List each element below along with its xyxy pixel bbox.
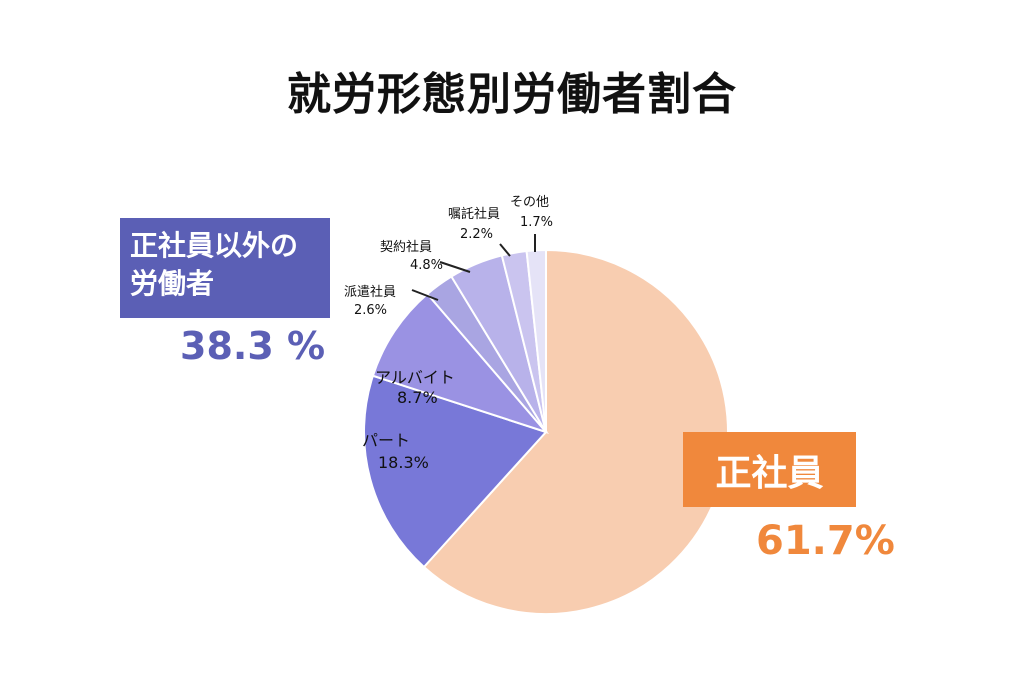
non-regular-percent: 38.3 % — [180, 324, 326, 368]
non-regular-label-line1: 正社員以外の — [130, 229, 299, 262]
non-regular-workers-box: 正社員以外の 労働者 — [120, 218, 330, 318]
slice-value-label-4: 4.8% — [410, 258, 443, 273]
slice-label-6: その他 — [510, 195, 549, 210]
slice-value-label-2: 8.7% — [397, 388, 438, 407]
non-regular-label-line2: 労働者 — [130, 267, 215, 300]
slice-value-label-5: 2.2% — [460, 227, 493, 242]
slice-label-5: 嘱託社員 — [448, 206, 500, 222]
slice-value-label-1: 18.3% — [378, 453, 429, 472]
leader-line-5 — [499, 243, 511, 257]
slice-label-2: アルバイト — [375, 368, 455, 387]
leader-line-4 — [439, 261, 471, 273]
leader-line-3 — [411, 289, 439, 301]
chart-title: 就労形態別労働者割合 — [287, 69, 737, 120]
slice-label-4: 契約社員 — [380, 239, 432, 255]
regular-employee-box: 正社員 — [683, 432, 856, 507]
slice-label-1: パート — [362, 431, 410, 450]
slice-label-3: 派遣社員 — [344, 284, 396, 300]
slice-value-label-6: 1.7% — [520, 215, 553, 230]
regular-employee-percent: 61.7% — [756, 518, 895, 564]
pie-slice-1 — [363, 374, 548, 569]
pie-slice-6 — [525, 248, 547, 433]
slice-value-label-3: 2.6% — [354, 303, 387, 318]
